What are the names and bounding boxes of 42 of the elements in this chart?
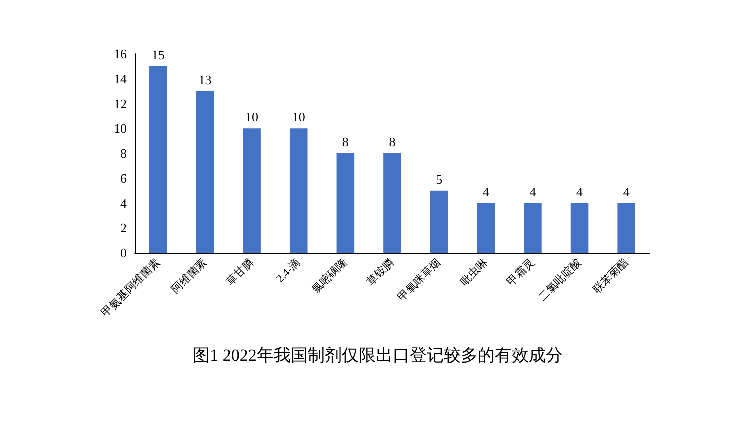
bar	[570, 203, 589, 253]
data-label: 4	[576, 184, 584, 200]
x-tick-label: 甲霜灵	[505, 256, 538, 289]
y-tick-label: 16	[114, 46, 128, 62]
data-label: 10	[292, 110, 306, 125]
bar	[384, 154, 402, 253]
bar	[477, 203, 496, 253]
x-tick-label: 2,4-滴	[274, 256, 304, 286]
data-label: 8	[342, 134, 349, 150]
data-label: 15	[152, 47, 165, 62]
y-tick-label: 10	[114, 121, 127, 136]
y-tick-label: 6	[120, 170, 128, 186]
data-label: 8	[389, 134, 396, 150]
x-tick-label: 草铵膦	[364, 256, 397, 289]
y-tick-label: 14	[114, 71, 128, 86]
y-tick-label: 4	[120, 196, 128, 211]
data-label: 5	[436, 172, 443, 187]
bar	[336, 154, 355, 253]
x-tick-label: 草甘膦	[224, 256, 256, 289]
data-label: 4	[482, 184, 490, 200]
y-tick-label: 8	[120, 146, 127, 161]
x-tick-label: 氯嘧磺隆	[310, 256, 350, 296]
bar	[618, 203, 636, 253]
data-label: 4	[530, 184, 537, 200]
x-tick-label: 阿维菌素	[169, 256, 210, 296]
bar	[150, 66, 168, 253]
x-tick-label: 联苯菊酯	[590, 256, 631, 296]
data-label: 10	[246, 110, 259, 125]
bar	[524, 203, 542, 253]
y-tick-label: 12	[114, 96, 127, 112]
data-label: 13	[198, 72, 212, 88]
bar	[243, 128, 261, 253]
bar	[430, 190, 448, 253]
x-tick-label: 甲氧咪草烟	[395, 256, 444, 304]
y-tick-label: 2	[120, 220, 127, 236]
text: 图1 2022年我国制剂仅限出口登记较多的有效成分	[193, 346, 563, 365]
x-tick-label: 二氯吡啶酸	[536, 256, 584, 304]
bar	[290, 128, 308, 253]
y-tick-label: 0	[120, 246, 127, 260]
data-label: 4	[623, 184, 630, 200]
bar	[196, 91, 214, 253]
x-tick-label: 吡虫啉	[458, 256, 490, 289]
